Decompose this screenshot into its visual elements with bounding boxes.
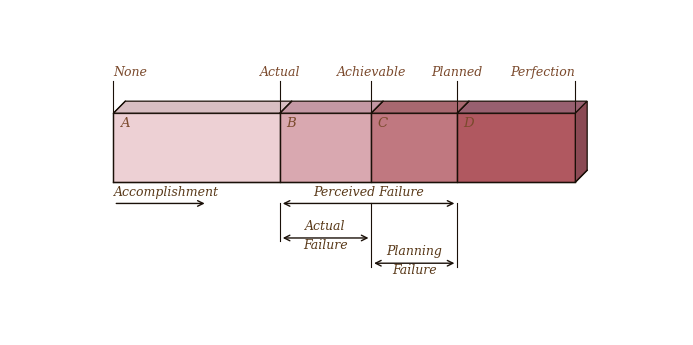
Text: Accomplishment: Accomplishment <box>114 186 218 199</box>
Polygon shape <box>575 101 587 182</box>
Text: Failure: Failure <box>392 264 437 277</box>
Polygon shape <box>280 101 383 113</box>
Polygon shape <box>371 101 469 113</box>
Text: Actual: Actual <box>306 220 346 233</box>
Text: B: B <box>286 117 296 130</box>
Text: Achievable: Achievable <box>337 66 406 79</box>
Text: D: D <box>464 117 474 130</box>
Text: Planning: Planning <box>386 245 442 258</box>
Polygon shape <box>371 113 457 182</box>
Polygon shape <box>457 113 575 182</box>
Text: Failure: Failure <box>304 238 348 252</box>
Polygon shape <box>280 113 371 182</box>
Polygon shape <box>457 101 587 113</box>
Text: None: None <box>114 66 148 79</box>
Text: Planned: Planned <box>432 66 483 79</box>
Text: Perfection: Perfection <box>511 66 575 79</box>
Polygon shape <box>114 101 292 113</box>
Text: C: C <box>378 117 388 130</box>
Polygon shape <box>114 113 280 182</box>
Text: Actual: Actual <box>260 66 300 79</box>
Text: Perceived Failure: Perceived Failure <box>313 186 424 199</box>
Text: A: A <box>120 117 130 130</box>
